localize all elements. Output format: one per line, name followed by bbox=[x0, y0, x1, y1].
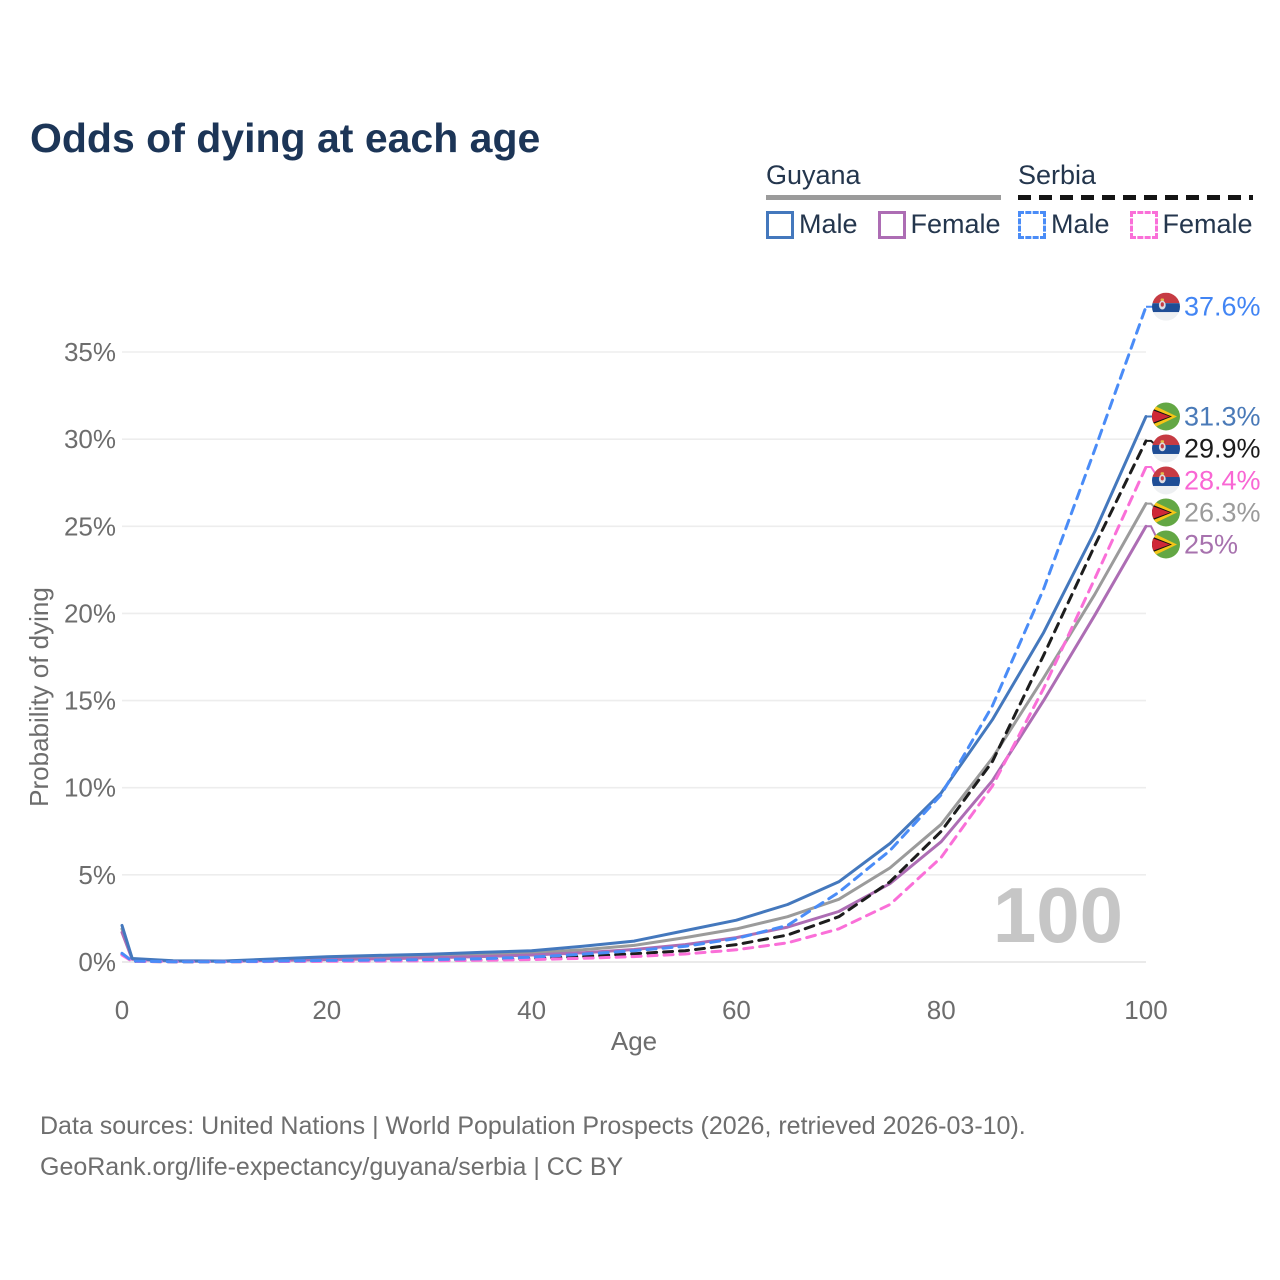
flag-icon-serbia bbox=[1152, 292, 1180, 321]
attribution-text: GeoRank.org/life-expectancy/guyana/serbi… bbox=[40, 1153, 624, 1181]
flag-icon-guyana bbox=[1152, 498, 1180, 527]
chart-legend: Guyana Male Female Serbia Male Female bbox=[0, 160, 1280, 244]
end-label-value-guyana-both: 26.3% bbox=[1184, 497, 1261, 527]
legend-item-guyana-female[interactable]: Female bbox=[877, 209, 1001, 240]
x-tick-label: 80 bbox=[927, 995, 956, 1025]
y-tick-label: 30% bbox=[64, 424, 116, 454]
legend-checkbox-guyana-male[interactable] bbox=[766, 210, 794, 239]
flag-icon-guyana bbox=[1152, 530, 1180, 559]
end-label-value-guyana-female: 25% bbox=[1184, 529, 1238, 559]
legend-country-label-serbia[interactable]: Serbia bbox=[1018, 160, 1097, 190]
end-label-value-serbia-female: 28.4% bbox=[1184, 465, 1261, 495]
end-label-value-guyana-male: 31.3% bbox=[1184, 401, 1261, 431]
data-source-text: Data sources: United Nations | World Pop… bbox=[40, 1112, 1026, 1140]
flag-icon-serbia bbox=[1152, 466, 1180, 495]
y-tick-label: 35% bbox=[64, 337, 116, 367]
legend-country-line-swatch bbox=[766, 195, 1001, 200]
x-axis-title: Age bbox=[611, 1026, 657, 1056]
y-tick-label: 10% bbox=[64, 773, 116, 803]
legend-checkbox-serbia-female[interactable] bbox=[1129, 210, 1158, 239]
x-tick-label: 0 bbox=[115, 995, 129, 1025]
y-tick-label: 5% bbox=[78, 860, 116, 890]
y-tick-label: 15% bbox=[64, 686, 116, 716]
y-tick-label: 0% bbox=[78, 947, 116, 977]
y-tick-label: 20% bbox=[64, 598, 116, 628]
legend-item-label: Female bbox=[1162, 209, 1253, 239]
legend-country-label-guyana[interactable]: Guyana bbox=[766, 160, 861, 190]
page-title: Odds of dying at each age bbox=[30, 115, 541, 162]
legend-item-serbia-female[interactable]: Female bbox=[1129, 209, 1253, 240]
x-tick-label: 60 bbox=[722, 995, 751, 1025]
legend-group-guyana: Guyana Male Female bbox=[766, 160, 1001, 240]
x-tick-label: 20 bbox=[312, 995, 341, 1025]
watermark-age-100: 100 bbox=[993, 871, 1123, 959]
chart-footer: Data sources: United Nations | World Pop… bbox=[40, 1106, 1240, 1188]
legend-checkbox-guyana-female[interactable] bbox=[877, 210, 906, 239]
legend-item-label: Female bbox=[910, 209, 1001, 239]
legend-checkbox-serbia-male[interactable] bbox=[1018, 210, 1046, 239]
end-label-value-serbia-male: 37.6% bbox=[1184, 292, 1261, 322]
x-tick-label: 100 bbox=[1124, 995, 1167, 1025]
x-tick-label: 40 bbox=[517, 995, 546, 1025]
legend-country-line-swatch bbox=[1018, 195, 1253, 200]
legend-item-label: Male bbox=[799, 209, 858, 239]
flag-icon-guyana bbox=[1152, 402, 1180, 431]
legend-group-serbia: Serbia Male Female bbox=[1018, 160, 1253, 240]
legend-item-label: Male bbox=[1051, 209, 1110, 239]
series-line-serbia-male bbox=[120, 305, 1148, 964]
legend-item-guyana-male[interactable]: Male bbox=[766, 209, 858, 240]
legend-item-serbia-male[interactable]: Male bbox=[1018, 209, 1110, 240]
y-axis-title: Probability of dying bbox=[24, 587, 54, 807]
y-tick-label: 25% bbox=[64, 511, 116, 541]
flag-icon-serbia bbox=[1152, 434, 1180, 463]
end-label-value-serbia-both: 29.9% bbox=[1184, 433, 1261, 463]
